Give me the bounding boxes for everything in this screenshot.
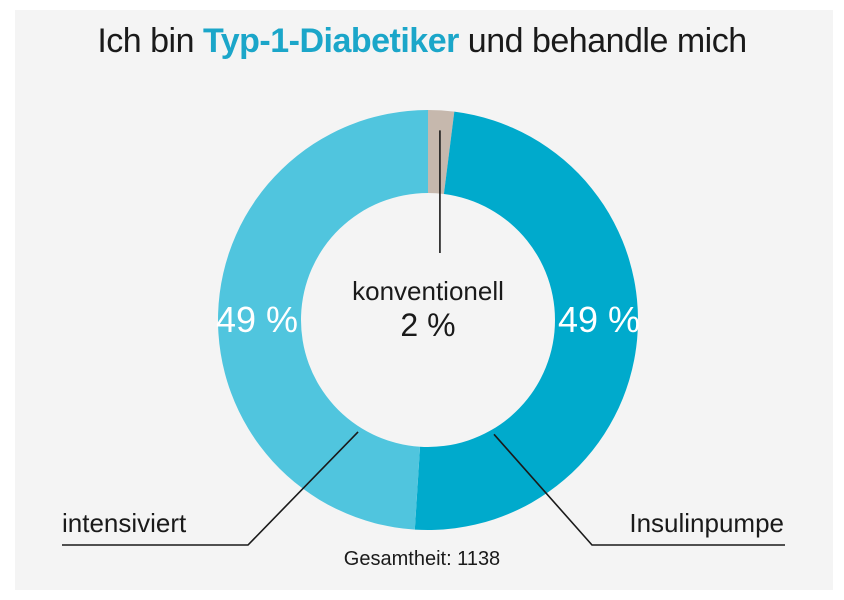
total-label: Gesamtheit: 1138: [343, 548, 501, 570]
value-konventionell: 2 %: [400, 307, 455, 343]
label-konventionell: konventionell: [352, 276, 504, 306]
chart-title: Ich bin Typ-1-Diabetiker und behandle mi…: [0, 22, 844, 61]
label-intensiviert: intensiviert: [62, 508, 187, 538]
title-suffix: und behandle mich: [458, 22, 747, 60]
leader-intensiviert: [62, 431, 359, 546]
slice-insulinpumpe: [414, 111, 639, 531]
slice-intensiviert: [217, 110, 428, 530]
value-insulinpumpe: 49 %: [558, 299, 640, 340]
leader-insulinpumpe: [493, 433, 785, 546]
title-prefix: Ich bin: [97, 22, 203, 60]
value-intensiviert: 49 %: [216, 299, 298, 340]
slice-konventionell: [428, 110, 455, 195]
label-insulinpumpe: Insulinpumpe: [629, 508, 784, 538]
title-highlight: Typ-1-Diabetiker: [202, 22, 459, 60]
